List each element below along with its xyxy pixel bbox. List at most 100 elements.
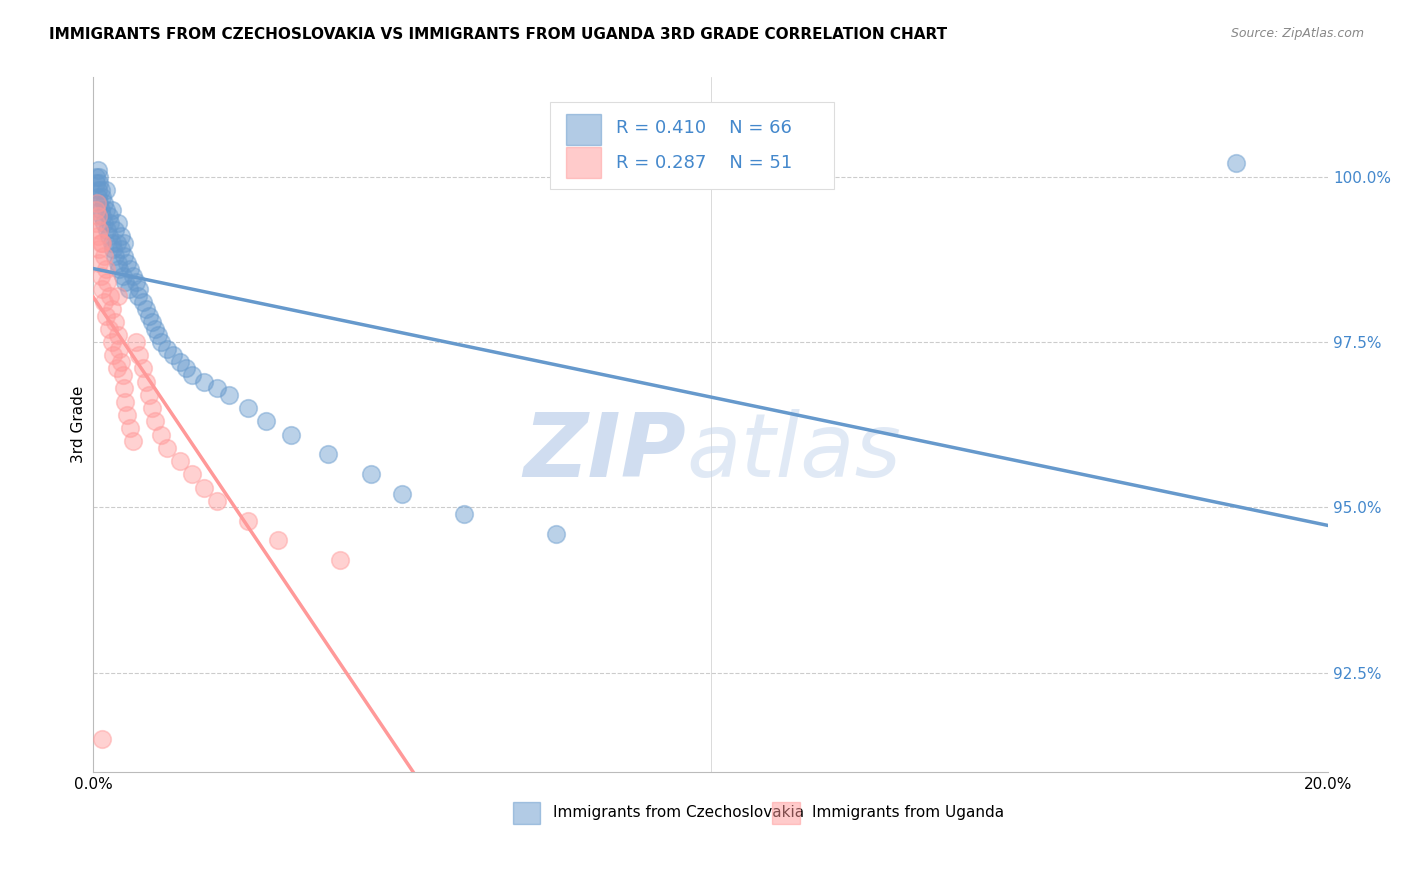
- Point: [181, 467, 204, 482]
- Point: [97, 322, 120, 336]
- Point: [143, 322, 166, 336]
- Point: [94, 262, 117, 277]
- Point: [90, 202, 112, 217]
- Point: [205, 381, 228, 395]
- Point: [105, 235, 128, 250]
- Point: [135, 375, 157, 389]
- Point: [107, 289, 129, 303]
- Point: [96, 222, 118, 236]
- Point: [86, 183, 108, 197]
- Point: [115, 408, 138, 422]
- Point: [107, 328, 129, 343]
- Point: [111, 268, 134, 283]
- Point: [107, 255, 129, 269]
- Point: [89, 255, 111, 269]
- Point: [87, 210, 110, 224]
- Point: [125, 334, 148, 349]
- Point: [120, 262, 142, 277]
- Point: [86, 196, 108, 211]
- Point: [127, 289, 149, 303]
- Point: [107, 216, 129, 230]
- Text: Immigrants from Uganda: Immigrants from Uganda: [811, 805, 1004, 821]
- Point: [138, 309, 160, 323]
- Point: [84, 216, 107, 230]
- Point: [391, 487, 413, 501]
- FancyBboxPatch shape: [550, 102, 834, 188]
- Point: [218, 388, 240, 402]
- Point: [150, 334, 173, 349]
- Point: [94, 309, 117, 323]
- Point: [110, 243, 132, 257]
- Point: [112, 235, 135, 250]
- Point: [111, 368, 134, 383]
- Point: [100, 334, 122, 349]
- Point: [267, 533, 290, 548]
- Point: [110, 355, 132, 369]
- Point: [122, 434, 145, 449]
- Point: [91, 282, 114, 296]
- Point: [94, 183, 117, 197]
- Point: [143, 414, 166, 428]
- Point: [360, 467, 382, 482]
- Point: [90, 235, 112, 250]
- Point: [87, 243, 110, 257]
- Text: ZIP: ZIP: [523, 409, 686, 496]
- Point: [128, 282, 150, 296]
- Point: [128, 348, 150, 362]
- FancyBboxPatch shape: [772, 802, 800, 824]
- Point: [169, 355, 191, 369]
- Point: [150, 427, 173, 442]
- Point: [90, 183, 112, 197]
- Point: [86, 229, 108, 244]
- Text: Source: ZipAtlas.com: Source: ZipAtlas.com: [1230, 27, 1364, 40]
- Point: [101, 348, 124, 362]
- Point: [181, 368, 204, 383]
- Point: [97, 229, 120, 244]
- Point: [104, 222, 127, 236]
- Point: [84, 202, 107, 217]
- Point: [141, 315, 163, 329]
- Point: [125, 276, 148, 290]
- Text: atlas: atlas: [686, 409, 901, 495]
- Point: [89, 222, 111, 236]
- Point: [135, 301, 157, 316]
- Point: [193, 375, 215, 389]
- Point: [205, 493, 228, 508]
- Point: [91, 235, 114, 250]
- Point: [174, 361, 197, 376]
- Point: [104, 249, 127, 263]
- Text: Immigrants from Czechoslovakia: Immigrants from Czechoslovakia: [553, 805, 804, 821]
- Point: [100, 301, 122, 316]
- Point: [91, 731, 114, 746]
- Point: [156, 342, 179, 356]
- Point: [162, 348, 184, 362]
- Point: [114, 394, 136, 409]
- Point: [96, 276, 118, 290]
- Point: [254, 414, 277, 428]
- Point: [131, 361, 153, 376]
- Point: [118, 282, 141, 296]
- Point: [108, 342, 131, 356]
- Point: [84, 176, 107, 190]
- Point: [104, 315, 127, 329]
- Point: [105, 361, 128, 376]
- Point: [93, 216, 115, 230]
- Point: [87, 189, 110, 203]
- Point: [138, 388, 160, 402]
- Point: [84, 169, 107, 184]
- Point: [236, 514, 259, 528]
- Point: [193, 481, 215, 495]
- Point: [89, 176, 111, 190]
- Point: [141, 401, 163, 416]
- Text: R = 0.287    N = 51: R = 0.287 N = 51: [616, 153, 792, 172]
- Point: [156, 441, 179, 455]
- FancyBboxPatch shape: [567, 147, 600, 178]
- Text: R = 0.410    N = 66: R = 0.410 N = 66: [616, 120, 792, 137]
- Point: [316, 447, 339, 461]
- Point: [280, 427, 302, 442]
- Point: [122, 268, 145, 283]
- Point: [236, 401, 259, 416]
- Point: [93, 249, 115, 263]
- Point: [114, 276, 136, 290]
- Point: [112, 249, 135, 263]
